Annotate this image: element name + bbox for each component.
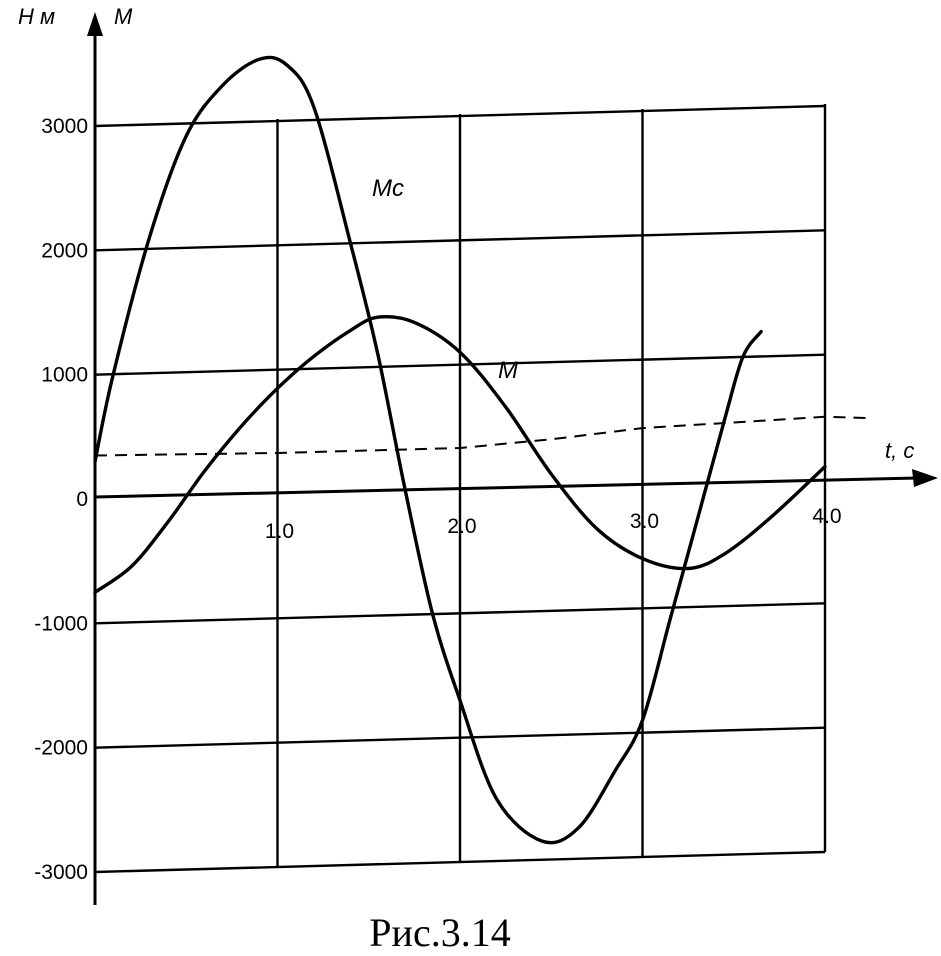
y-axis-unit: Н м bbox=[18, 4, 55, 29]
y-axis-arrow bbox=[87, 12, 103, 36]
x-axis-label: t, c bbox=[885, 438, 914, 463]
y-tick-label: -1000 bbox=[34, 612, 88, 635]
y-tick-label: 2000 bbox=[41, 239, 88, 262]
y-tick-label: -2000 bbox=[34, 737, 88, 760]
y-tick-label: 0 bbox=[76, 488, 88, 511]
series-label-mc: Мс bbox=[372, 175, 404, 202]
series-m-curve bbox=[93, 314, 827, 594]
y-tick-label: 1000 bbox=[41, 364, 88, 387]
x-tick-label: 2.0 bbox=[447, 515, 476, 538]
series-mc-curve bbox=[93, 55, 763, 845]
x-tick-label: 4.0 bbox=[812, 505, 841, 528]
series-label-m: М bbox=[498, 357, 518, 384]
axes-layer bbox=[87, 12, 938, 905]
y-axis-symbol: М bbox=[114, 4, 133, 29]
series-layer bbox=[93, 55, 871, 845]
x-tick-label: 3.0 bbox=[630, 510, 659, 533]
dashed-reference-line bbox=[94, 415, 871, 457]
x-axis-arrow bbox=[912, 469, 938, 487]
y-tick-label: -3000 bbox=[34, 861, 88, 884]
x-tick-label: 1.0 bbox=[265, 520, 294, 543]
y-tick-label: 3000 bbox=[41, 115, 88, 138]
tick-label-layer: 3000 2000 1000 0 -1000 -2000 -3000 1.0 2.0 3.0 4.0 bbox=[34, 115, 841, 884]
x-axis bbox=[94, 476, 919, 499]
figure-caption: Рис.3.14 bbox=[369, 910, 510, 955]
